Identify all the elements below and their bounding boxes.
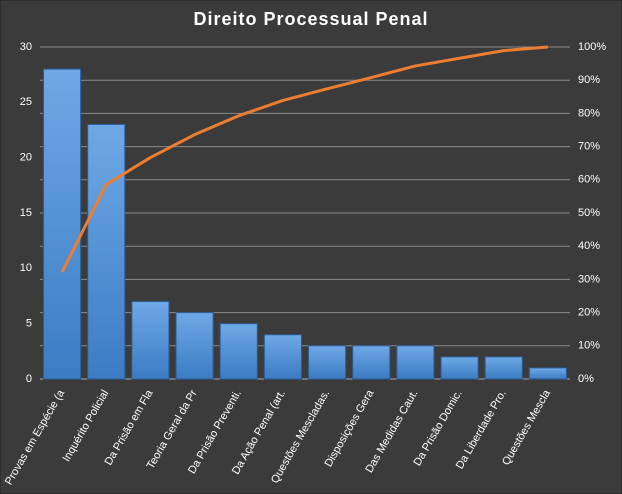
- y-tick-label: 30: [20, 41, 32, 53]
- bar: [43, 68, 82, 380]
- y-tick-label: 20: [20, 152, 32, 164]
- y-tick-label: 5: [26, 318, 32, 330]
- y2-tick-label: 80%: [578, 107, 600, 119]
- y-tick-label: 25: [20, 96, 32, 108]
- chart-title: Direito Processual Penal: [193, 9, 428, 29]
- y2-tick-label: 90%: [578, 74, 600, 86]
- bar: [396, 345, 435, 380]
- y2-tick-label: 50%: [578, 207, 600, 219]
- bar: [263, 334, 302, 380]
- y2-tick-label: 60%: [578, 174, 600, 186]
- bar: [352, 345, 391, 380]
- bar: [440, 356, 479, 380]
- bar: [219, 323, 258, 380]
- y2-tick-label: 10%: [578, 340, 600, 352]
- bar: [175, 312, 214, 380]
- y-tick-label: 0: [26, 373, 32, 385]
- bar: [87, 123, 126, 380]
- y2-tick-label: 70%: [578, 141, 600, 153]
- bar: [131, 301, 170, 380]
- y2-tick-label: 0%: [578, 373, 594, 385]
- bar: [484, 356, 523, 380]
- bar: [528, 367, 567, 380]
- y-tick-label: 10: [20, 262, 32, 274]
- y2-tick-label: 30%: [578, 273, 600, 285]
- y2-tick-label: 20%: [578, 307, 600, 319]
- y2-tick-label: 100%: [578, 41, 606, 53]
- bar: [308, 345, 347, 380]
- cumulative-line: [60, 45, 549, 273]
- y-tick-label: 15: [20, 207, 32, 219]
- y2-tick-label: 40%: [578, 240, 600, 252]
